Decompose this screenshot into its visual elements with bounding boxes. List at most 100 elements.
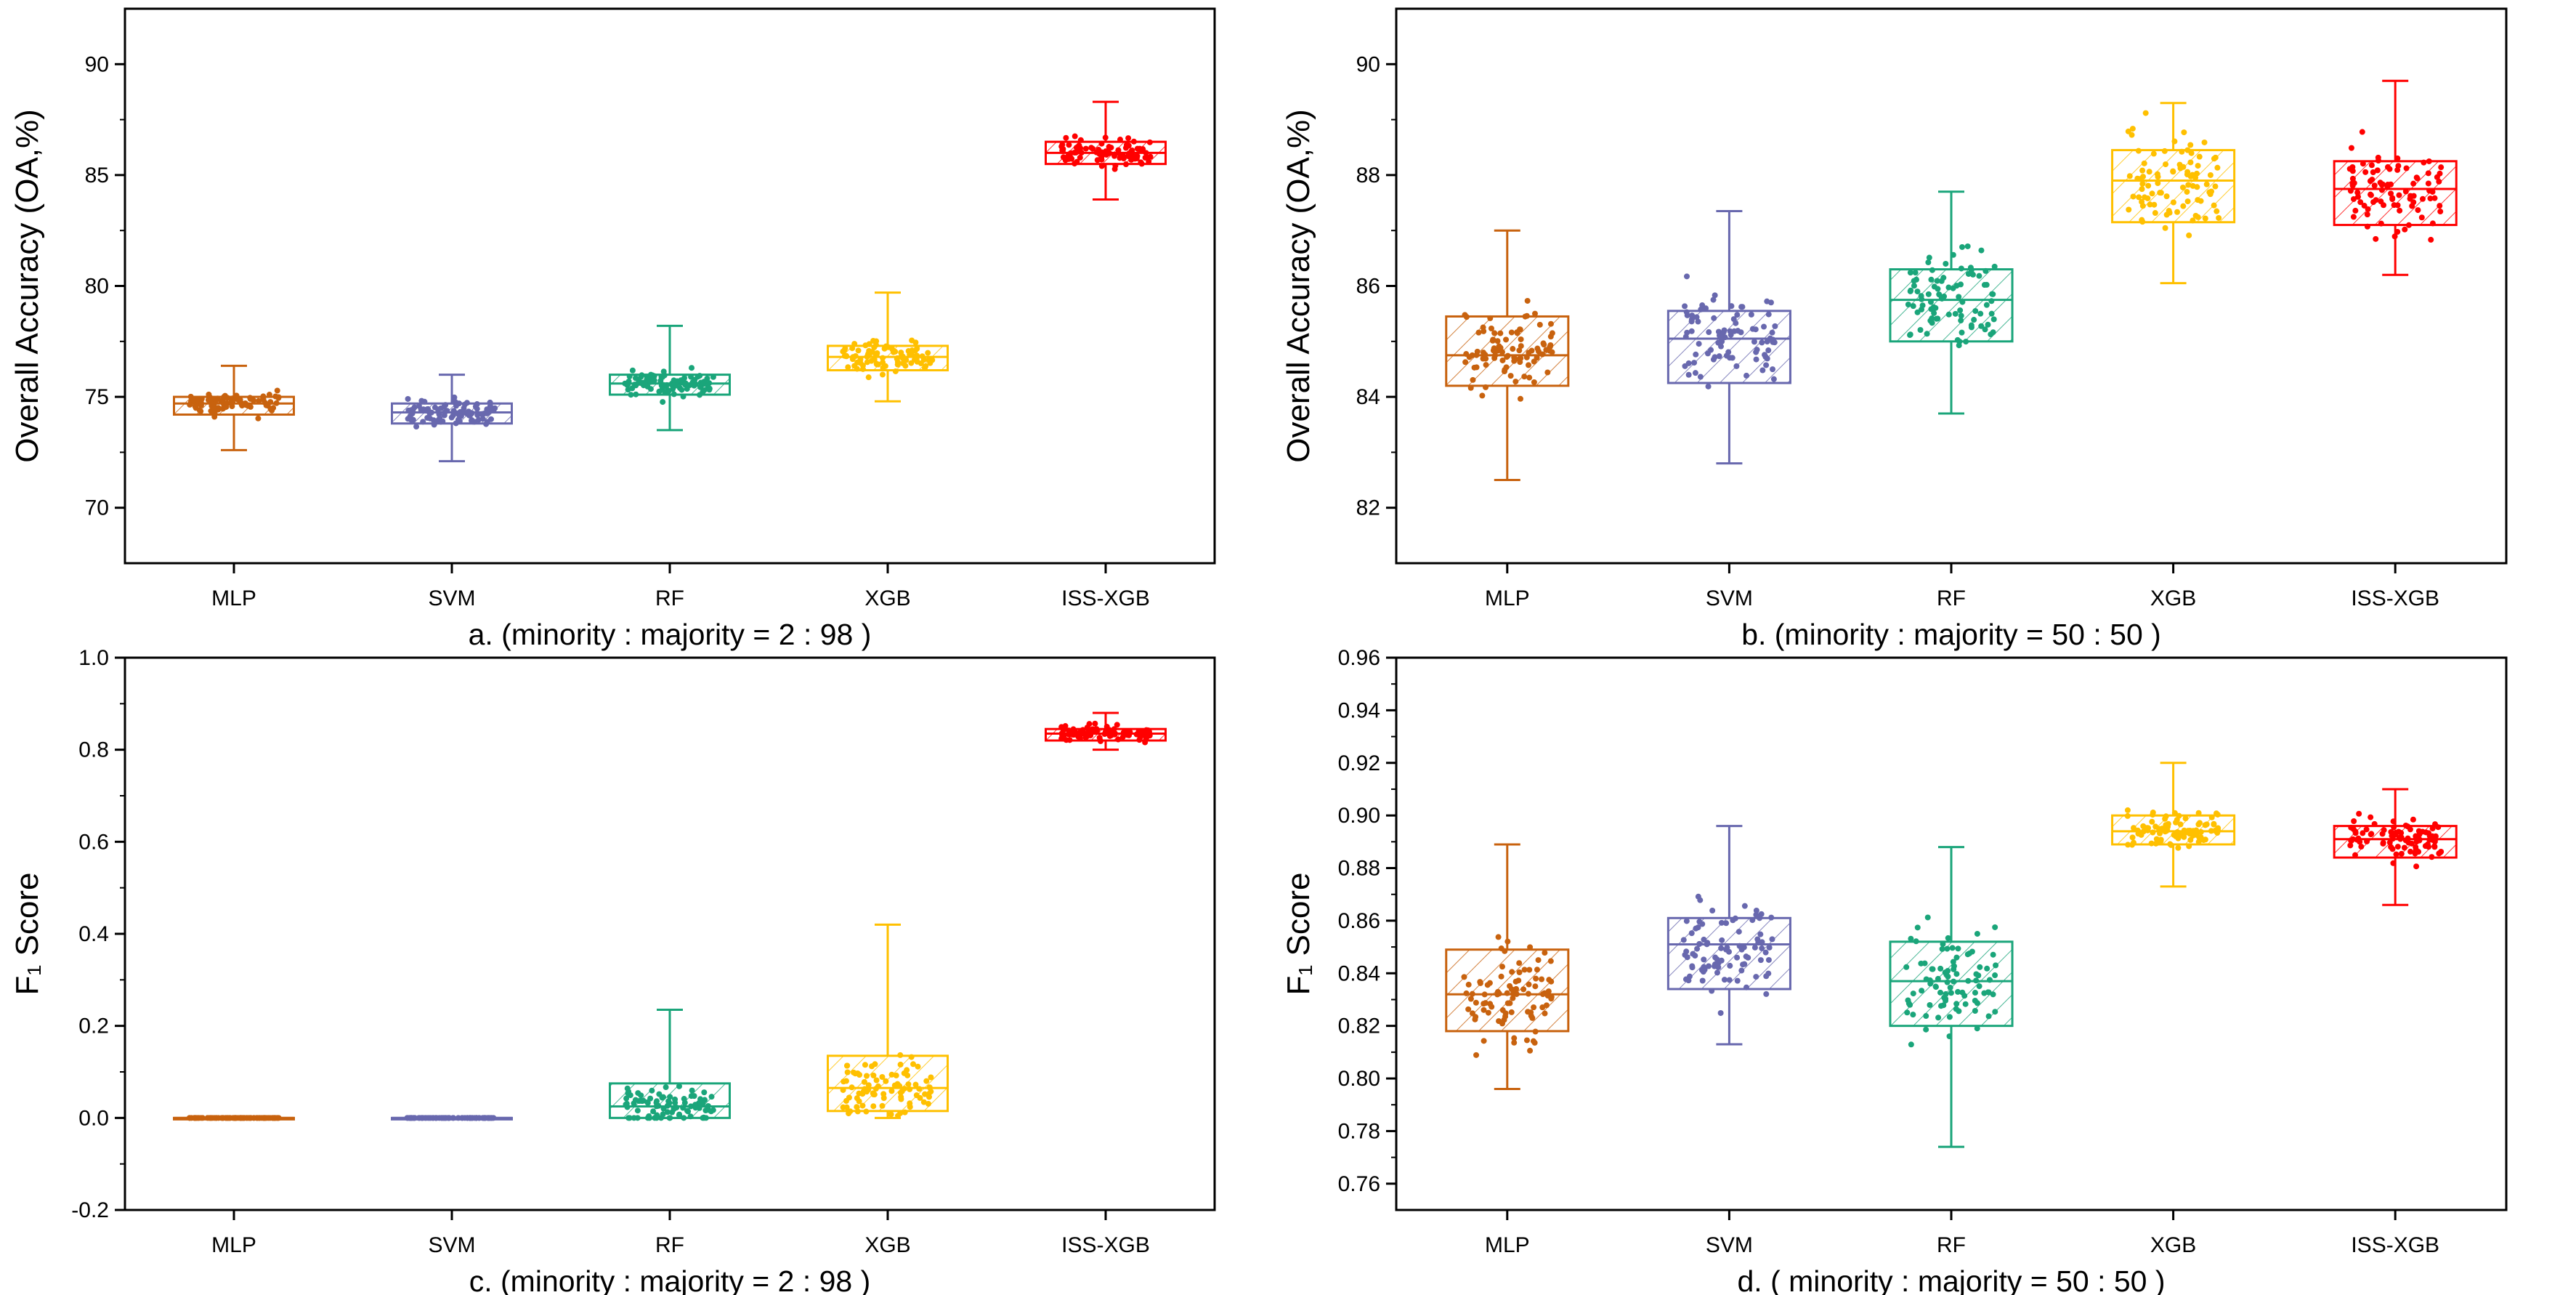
box-iss-xgb	[2333, 79, 2458, 276]
data-point	[2126, 173, 2133, 179]
data-point	[1925, 259, 1932, 266]
data-point	[840, 1104, 846, 1110]
x-tick-label-xgb: XGB	[864, 1233, 910, 1257]
data-point	[1769, 329, 1775, 336]
data-point	[1714, 969, 1720, 976]
panel-d: 0.76 0.78 0.80 0.82 0.84 0.86 0.88 0.90 0.92 0.94…	[1281, 646, 2508, 1295]
data-point	[702, 1108, 709, 1114]
data-point	[2395, 828, 2402, 835]
data-point	[1939, 295, 1945, 302]
data-point	[1490, 336, 1496, 343]
x-tick-label-xgb: XGB	[2150, 586, 2196, 610]
data-point	[1739, 304, 1746, 310]
data-point	[1683, 918, 1690, 924]
data-point	[841, 352, 848, 359]
data-point	[692, 381, 699, 387]
data-point	[237, 1115, 243, 1121]
data-point	[1956, 294, 1962, 300]
data-point	[481, 411, 487, 417]
data-point	[1927, 299, 1934, 305]
data-point	[663, 1084, 669, 1091]
data-point	[2149, 818, 2155, 825]
data-point	[1685, 371, 1692, 378]
data-point	[1743, 984, 1749, 991]
data-point	[215, 405, 222, 411]
data-point	[1741, 961, 1748, 967]
data-point	[2208, 828, 2214, 834]
data-point	[264, 1115, 270, 1121]
data-point	[2170, 199, 2176, 206]
data-point	[1682, 951, 1688, 958]
data-point	[269, 407, 275, 413]
data-point	[273, 400, 280, 406]
data-point	[1768, 914, 1775, 921]
data-point	[1965, 977, 1972, 984]
data-point	[2163, 161, 2169, 168]
data-point	[2195, 214, 2201, 220]
data-point	[2211, 202, 2217, 209]
data-point	[2413, 839, 2420, 845]
data-point	[2437, 170, 2443, 177]
data-point	[2389, 196, 2396, 203]
data-point	[2179, 832, 2185, 839]
data-point	[2358, 844, 2365, 850]
data-point	[664, 1109, 671, 1116]
data-point	[2154, 171, 2160, 177]
data-point	[1680, 937, 1687, 943]
data-point	[2381, 827, 2387, 834]
data-point	[1903, 964, 1910, 970]
data-point	[1947, 984, 1953, 991]
data-point	[1539, 991, 1546, 998]
data-point	[1688, 328, 1695, 334]
box-svm	[391, 1115, 513, 1121]
data-point	[1753, 356, 1759, 363]
box-mlp	[1445, 229, 1570, 482]
data-point	[639, 1098, 646, 1105]
data-point	[1093, 149, 1100, 156]
data-point	[2146, 169, 2152, 175]
data-point	[1066, 737, 1073, 743]
data-point	[2124, 812, 2131, 819]
data-point	[2435, 824, 2442, 831]
data-point	[2349, 168, 2356, 174]
data-point	[1904, 1009, 1911, 1016]
data-point	[1937, 989, 1944, 996]
data-point	[1956, 342, 1962, 349]
data-point	[2150, 810, 2156, 816]
data-point	[1543, 347, 1550, 353]
data-point	[2369, 177, 2375, 183]
data-point	[2162, 815, 2168, 822]
data-point	[1944, 945, 1951, 952]
data-point	[1072, 133, 1078, 140]
data-point	[1943, 260, 1949, 267]
data-point	[1726, 948, 1733, 955]
data-point	[1988, 310, 1995, 317]
data-point	[1712, 292, 1718, 299]
data-point	[2413, 863, 2420, 870]
data-point	[2170, 169, 2176, 175]
data-point	[1089, 726, 1095, 733]
data-point	[1682, 334, 1689, 340]
data-point	[1976, 983, 1982, 990]
data-point	[2130, 193, 2136, 200]
data-point	[1911, 283, 1917, 289]
data-point	[1549, 330, 1555, 336]
data-point	[1473, 999, 1479, 1006]
data-point	[2375, 154, 2381, 161]
data-point	[1688, 318, 1695, 325]
data-point	[2412, 850, 2418, 857]
data-point	[1130, 152, 1136, 158]
data-point	[1058, 735, 1065, 742]
data-point	[2177, 821, 2184, 828]
data-point	[1709, 988, 1715, 994]
data-point	[2373, 235, 2379, 242]
box-rf	[1889, 190, 2014, 415]
data-point	[855, 347, 862, 354]
data-point	[1111, 726, 1117, 733]
data-point	[1547, 343, 1553, 350]
data-point	[1988, 298, 1995, 304]
data-point	[1959, 329, 1965, 336]
data-point	[2212, 183, 2219, 190]
data-point	[685, 1108, 692, 1115]
data-point	[1086, 721, 1093, 727]
